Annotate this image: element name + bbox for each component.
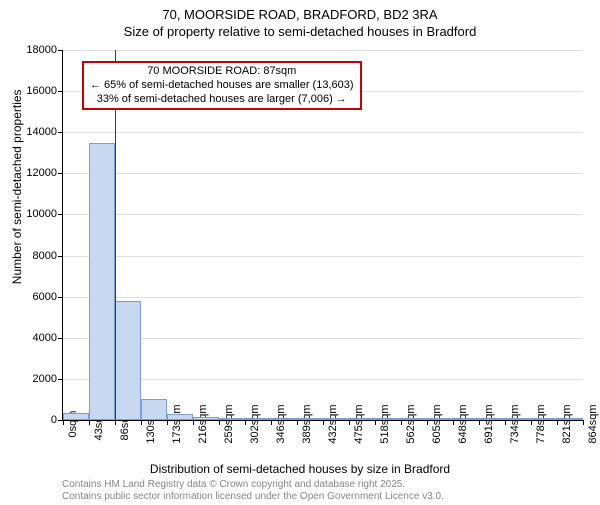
histogram-bar (505, 418, 531, 420)
x-tick-mark (531, 420, 532, 425)
y-tick-mark (58, 214, 63, 215)
x-tick-label: 346sqm (275, 404, 287, 443)
x-tick-label: 432sqm (327, 404, 339, 443)
x-axis-label: Distribution of semi-detached houses by … (0, 462, 600, 476)
x-tick-label: 605sqm (431, 404, 443, 443)
x-tick-label: 821sqm (561, 404, 573, 443)
annotation-line-2: ← 65% of semi-detached houses are smalle… (90, 79, 354, 93)
y-tick-label: 4000 (33, 332, 57, 344)
histogram-bar (531, 418, 557, 420)
x-tick-label: 475sqm (353, 404, 365, 443)
footer-line-2: Contains public sector information licen… (62, 491, 444, 503)
x-tick-label: 864sqm (587, 404, 599, 443)
annotation-line-1: 70 MOORSIDE ROAD: 87sqm (90, 65, 354, 79)
x-tick-label: 518sqm (379, 404, 391, 443)
x-tick-mark (271, 420, 272, 425)
y-tick-mark (58, 379, 63, 380)
y-tick-label: 14000 (26, 126, 57, 138)
histogram-bar (193, 417, 219, 420)
grid-line (63, 132, 583, 133)
histogram-bar (453, 418, 479, 420)
x-tick-mark (583, 420, 584, 425)
x-tick-mark (401, 420, 402, 425)
footer-attribution: Contains HM Land Registry data © Crown c… (62, 479, 444, 503)
y-tick-label: 16000 (26, 85, 57, 97)
x-tick-label: 734sqm (509, 404, 521, 443)
x-tick-label: 562sqm (405, 404, 417, 443)
y-tick-mark (58, 132, 63, 133)
grid-line (63, 379, 583, 380)
grid-line (63, 297, 583, 298)
x-tick-mark (245, 420, 246, 425)
x-tick-label: 302sqm (249, 404, 261, 443)
x-tick-mark (505, 420, 506, 425)
histogram-bar (115, 301, 141, 420)
y-axis-label: Number of semi-detached properties (10, 89, 24, 284)
x-tick-label: 778sqm (535, 404, 547, 443)
y-tick-mark (58, 173, 63, 174)
histogram-bar (401, 418, 427, 420)
histogram-bar (271, 418, 297, 420)
grid-line (63, 338, 583, 339)
x-tick-mark (427, 420, 428, 425)
histogram-bar (63, 413, 89, 420)
x-tick-label: 691sqm (483, 404, 495, 443)
y-tick-mark (58, 256, 63, 257)
y-tick-label: 12000 (26, 167, 57, 179)
y-tick-label: 10000 (26, 208, 57, 220)
histogram-bar (141, 399, 167, 420)
x-tick-mark (375, 420, 376, 425)
y-tick-mark (58, 338, 63, 339)
histogram-bar (323, 418, 349, 420)
property-size-histogram: 70, MOORSIDE ROAD, BRADFORD, BD2 3RA Siz… (0, 5, 600, 505)
y-tick-label: 8000 (33, 250, 57, 262)
histogram-bar (297, 418, 323, 420)
x-tick-label: 259sqm (223, 404, 235, 443)
grid-line (63, 256, 583, 257)
chart-title: 70, MOORSIDE ROAD, BRADFORD, BD2 3RA Siz… (0, 7, 600, 41)
y-tick-mark (58, 297, 63, 298)
histogram-bar (219, 418, 245, 420)
histogram-bar (167, 414, 193, 420)
x-tick-mark (167, 420, 168, 425)
y-tick-mark (58, 91, 63, 92)
grid-line (63, 50, 583, 51)
x-tick-mark (557, 420, 558, 425)
title-line-2: Size of property relative to semi-detach… (0, 24, 600, 41)
histogram-bar (89, 143, 115, 421)
histogram-bar (245, 418, 271, 420)
histogram-bar (349, 418, 375, 420)
x-tick-label: 648sqm (457, 404, 469, 443)
histogram-bar (427, 418, 453, 420)
x-tick-mark (115, 420, 116, 425)
x-tick-mark (63, 420, 64, 425)
x-tick-label: 173sqm (171, 404, 183, 443)
x-tick-label: 389sqm (301, 404, 313, 443)
y-tick-label: 18000 (26, 44, 57, 56)
histogram-bar (557, 418, 583, 420)
title-line-1: 70, MOORSIDE ROAD, BRADFORD, BD2 3RA (0, 7, 600, 24)
x-tick-mark (141, 420, 142, 425)
grid-line (63, 214, 583, 215)
y-tick-label: 2000 (33, 373, 57, 385)
x-tick-mark (219, 420, 220, 425)
histogram-bar (479, 418, 505, 420)
histogram-bar (375, 418, 401, 420)
y-tick-label: 0 (51, 414, 57, 426)
x-tick-mark (323, 420, 324, 425)
footer-line-1: Contains HM Land Registry data © Crown c… (62, 479, 444, 491)
annotation-line-3: 33% of semi-detached houses are larger (… (90, 93, 354, 107)
x-tick-mark (193, 420, 194, 425)
y-tick-label: 6000 (33, 291, 57, 303)
x-tick-label: 216sqm (197, 404, 209, 443)
annotation-box: 70 MOORSIDE ROAD: 87sqm ← 65% of semi-de… (82, 61, 362, 110)
x-tick-mark (479, 420, 480, 425)
x-tick-mark (89, 420, 90, 425)
x-tick-mark (453, 420, 454, 425)
x-tick-mark (297, 420, 298, 425)
y-tick-mark (58, 50, 63, 51)
grid-line (63, 173, 583, 174)
x-tick-mark (349, 420, 350, 425)
